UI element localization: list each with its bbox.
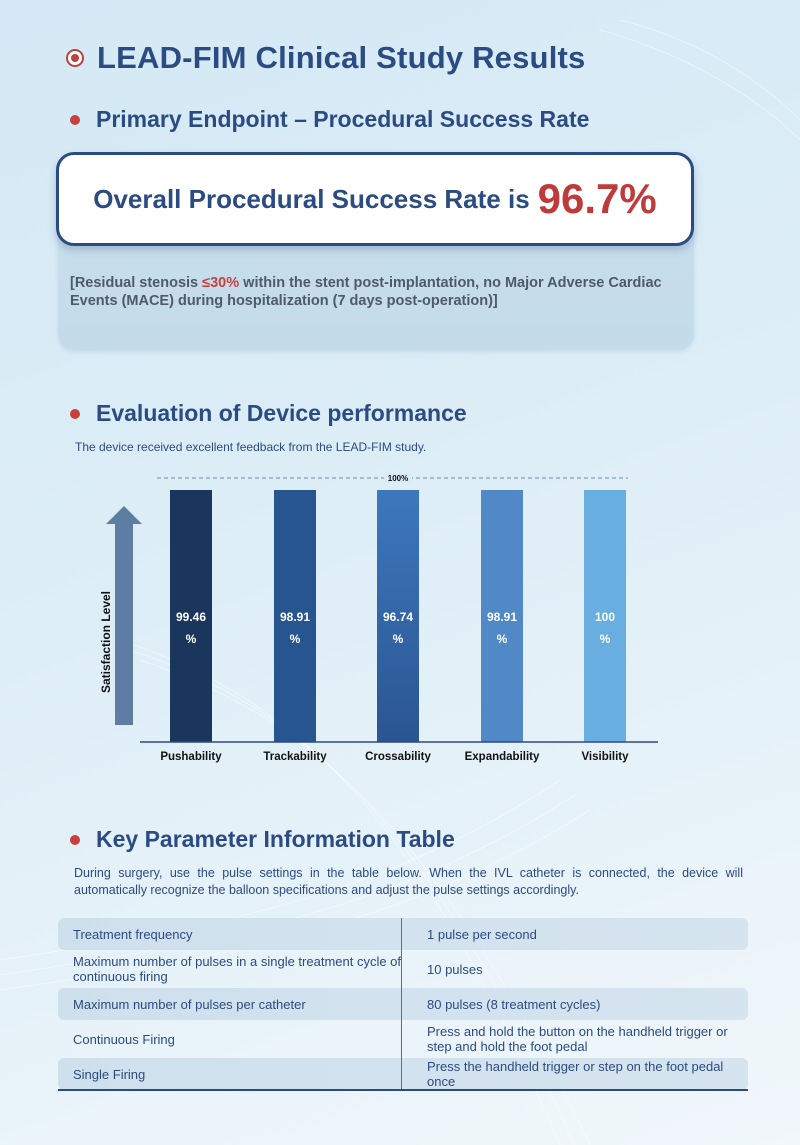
parameter-value: 1 pulse per second xyxy=(427,926,537,942)
note-prefix: [Residual stenosis xyxy=(70,275,203,291)
key-parameters-heading-text: Key Parameter Information Table xyxy=(96,826,455,852)
bullet-icon xyxy=(70,408,80,419)
x-tick-label: Pushability xyxy=(160,751,222,763)
parameter-value: 10 pulses xyxy=(427,961,483,977)
parameter-value: 80 pulses (8 treatment cycles) xyxy=(427,996,601,1012)
primary-endpoint-heading-text: Primary Endpoint – Procedural Success Ra… xyxy=(96,106,590,132)
endpoint-definition-note: [Residual stenosis ≤30% within the stent… xyxy=(70,274,680,310)
bar-value-unit: % xyxy=(186,632,197,646)
table-row: Maximum number of pulses in a single tre… xyxy=(58,950,748,988)
y-axis-arrow-icon xyxy=(106,506,142,725)
table-row: Maximum number of pulses per catheter 80… xyxy=(58,988,748,1020)
bar-value-label: 100 xyxy=(595,610,615,624)
key-parameters-heading: Key Parameter Information Table xyxy=(70,826,455,853)
bar-pushability xyxy=(170,490,212,742)
key-parameter-table: Treatment frequency 1 pulse per second M… xyxy=(58,918,748,1090)
satisfaction-bar-chart: 100% Satisfaction Level 99.46% Pushabilit… xyxy=(99,473,658,763)
table-row: Single Firing Press the handheld trigger… xyxy=(58,1058,748,1090)
parameter-name: Continuous Firing xyxy=(73,1031,175,1047)
bar-value-unit: % xyxy=(290,632,301,646)
bar-value-label: 96.74 xyxy=(383,610,413,624)
bar-value-unit: % xyxy=(600,632,611,646)
x-tick-label: Trackability xyxy=(263,751,327,763)
parameter-value: Press the handheld trigger or step on th… xyxy=(427,1059,724,1089)
note-suffix: within the stent post-implantation, no M… xyxy=(70,275,662,309)
primary-endpoint-heading: Primary Endpoint – Procedural Success Ra… xyxy=(70,106,589,133)
success-rate-value: 96.7% xyxy=(537,175,657,222)
parameter-name: Maximum number of pulses in a single tre… xyxy=(73,954,402,984)
page-title-text: LEAD-FIM Clinical Study Results xyxy=(97,40,586,75)
success-rate-label: Overall Procedural Success Rate is xyxy=(93,183,530,214)
parameter-value: Press and hold the button on the handhel… xyxy=(427,1024,728,1054)
key-parameters-description: During surgery, use the pulse settings i… xyxy=(74,866,743,897)
reference-label-background xyxy=(384,473,412,483)
device-performance-heading: Evaluation of Device performance xyxy=(70,400,467,427)
parameter-name: Single Firing xyxy=(73,1066,146,1082)
device-performance-heading-text: Evaluation of Device performance xyxy=(96,400,467,426)
bar-expandability xyxy=(481,490,523,742)
x-tick-label: Expandability xyxy=(465,751,540,763)
table-bottom-border xyxy=(58,1089,748,1091)
parameter-name: Treatment frequency xyxy=(73,926,193,942)
y-axis-label: Satisfaction Level xyxy=(99,591,113,693)
target-icon xyxy=(66,49,84,67)
bar-trackability xyxy=(274,490,316,742)
table-row: Continuous Firing Press and hold the but… xyxy=(58,1020,748,1058)
page-title: LEAD-FIM Clinical Study Results xyxy=(66,40,585,76)
success-rate-card: Overall Procedural Success Rate is 96.7% xyxy=(56,152,694,246)
bar-value-unit: % xyxy=(393,632,404,646)
table-column-divider xyxy=(401,918,402,1090)
x-tick-label: Visibility xyxy=(581,751,629,763)
bar-value-unit: % xyxy=(497,632,508,646)
bullet-icon xyxy=(70,114,80,125)
table-row: Treatment frequency 1 pulse per second xyxy=(58,918,748,950)
note-highlight: ≤30% xyxy=(202,275,240,291)
bar-visibility xyxy=(584,490,626,742)
x-tick-label: Crossability xyxy=(365,751,431,763)
device-performance-subtitle: The device received excellent feedback f… xyxy=(75,440,427,454)
bar-crossability xyxy=(377,490,419,742)
bar-value-label: 98.91 xyxy=(280,610,310,624)
bullet-icon xyxy=(70,834,80,845)
bar-value-label: 99.46 xyxy=(176,610,206,624)
reference-line-label: 100% xyxy=(388,474,408,483)
parameter-name: Maximum number of pulses per catheter xyxy=(73,996,306,1012)
bar-value-label: 98.91 xyxy=(487,610,517,624)
